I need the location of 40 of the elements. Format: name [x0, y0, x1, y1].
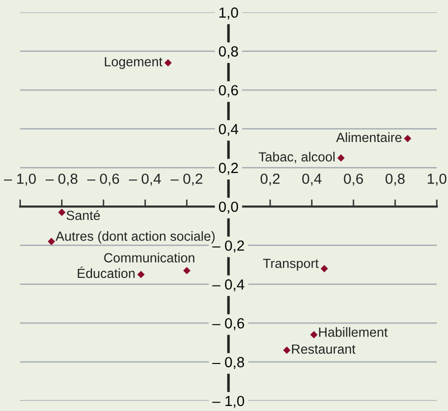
- y-tick-label: 0,0: [218, 202, 238, 214]
- point: [310, 331, 318, 338]
- point: [320, 264, 328, 272]
- annotation: Restaurant: [292, 344, 356, 354]
- y-tick-label: – 0,8: [212, 356, 244, 370]
- x-tick-label: 0,2: [260, 174, 280, 186]
- annotation: Autres (dont action sociale): [56, 231, 215, 244]
- y-tick-label: – 0,6: [212, 318, 244, 330]
- x-tick-label: – 0,6: [87, 174, 120, 186]
- x-tick-label: 1,0: [428, 174, 446, 186]
- x-tick-label: 0,8: [386, 174, 405, 186]
- annotation: Tabac, alcool: [258, 152, 335, 164]
- x-tick-label: – 1,0: [4, 174, 36, 186]
- x-tick-label: – 0,8: [46, 174, 78, 186]
- x-tick-label: – 0,2: [170, 174, 202, 186]
- annotation: Santé: [66, 210, 100, 220]
- y-tick-label: 0,2: [218, 162, 238, 175]
- y-tick-label: 0,6: [218, 85, 238, 98]
- point: [48, 238, 56, 246]
- point: [283, 346, 290, 354]
- annotation: Transport: [263, 258, 319, 271]
- point: [137, 270, 145, 278]
- point: [183, 266, 190, 274]
- point: [58, 208, 66, 216]
- y-tick-label: – 0,4: [212, 279, 244, 292]
- point: [337, 154, 345, 162]
- point: [404, 134, 412, 142]
- y-tick-label: – 1,0: [212, 396, 244, 408]
- annotation: Communication: [104, 252, 194, 262]
- x-tick-label: 0,4: [302, 174, 322, 186]
- x-tick-label: – 0,4: [128, 174, 161, 186]
- x-tick-label: 0,6: [344, 174, 363, 186]
- y-tick-label: 0,4: [218, 124, 238, 136]
- y-tick-label: 0,8: [218, 46, 238, 58]
- y-tick-label: 1,0: [219, 7, 238, 20]
- annotation: Éducation: [78, 266, 135, 278]
- annotation: Habillement: [319, 327, 388, 337]
- annotation: Logement: [104, 57, 162, 69]
- point: [164, 59, 172, 66]
- annotation: Alimentaire: [336, 132, 402, 142]
